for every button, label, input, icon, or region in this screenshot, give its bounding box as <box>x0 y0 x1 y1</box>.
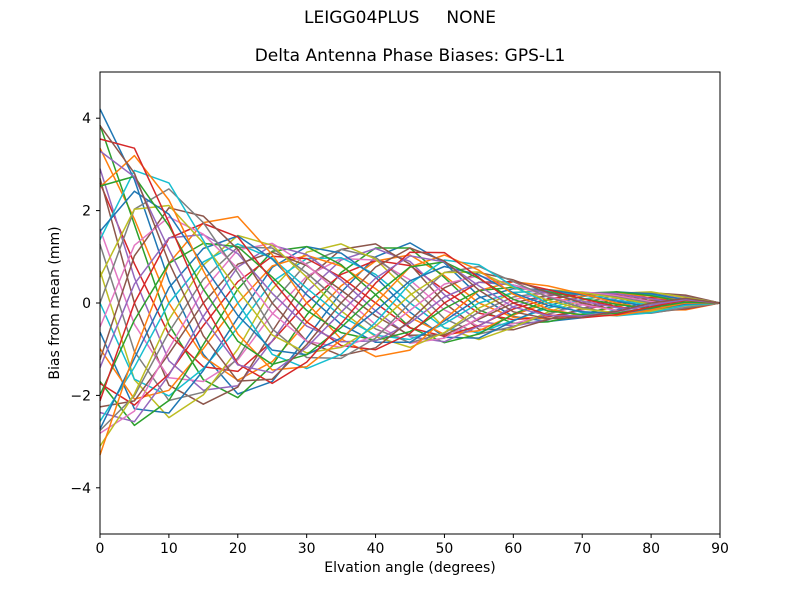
chart-title: Delta Antenna Phase Biases: GPS-L1 <box>254 46 566 66</box>
x-tick-label: 90 <box>711 541 729 557</box>
y-axis-label: Bias from mean (mm) <box>47 226 63 380</box>
bias-line-31 <box>99 190 721 356</box>
x-tick-label: 40 <box>367 541 385 557</box>
y-tick-label: 0 <box>82 296 91 312</box>
x-tick-label: 0 <box>96 541 105 557</box>
figure-suptitle: LEIGG04PLUS NONE <box>304 8 496 28</box>
x-axis-label: Elvation angle (degrees) <box>324 560 496 576</box>
bias-line-20 <box>99 243 721 422</box>
x-tick-label: 20 <box>229 541 247 557</box>
bias-line-34 <box>99 138 721 385</box>
bias-line-21 <box>99 235 721 430</box>
x-tick-label: 50 <box>436 541 454 557</box>
bias-line-33 <box>99 175 721 366</box>
y-tick-label: 4 <box>82 111 91 127</box>
y-tick-label: −4 <box>70 481 91 497</box>
y-tick-label: −2 <box>70 388 91 404</box>
bias-line-36 <box>99 125 721 382</box>
y-tick-label: 2 <box>82 204 91 220</box>
bias-line-32 <box>99 154 720 371</box>
x-tick-label: 60 <box>504 541 522 557</box>
bias-line-17 <box>99 242 721 434</box>
x-tick-label: 70 <box>573 541 591 557</box>
bias-line-27 <box>99 216 721 349</box>
x-tick-label: 80 <box>642 541 660 557</box>
x-tick-label: 30 <box>298 541 316 557</box>
x-tick-label: 10 <box>160 541 178 557</box>
